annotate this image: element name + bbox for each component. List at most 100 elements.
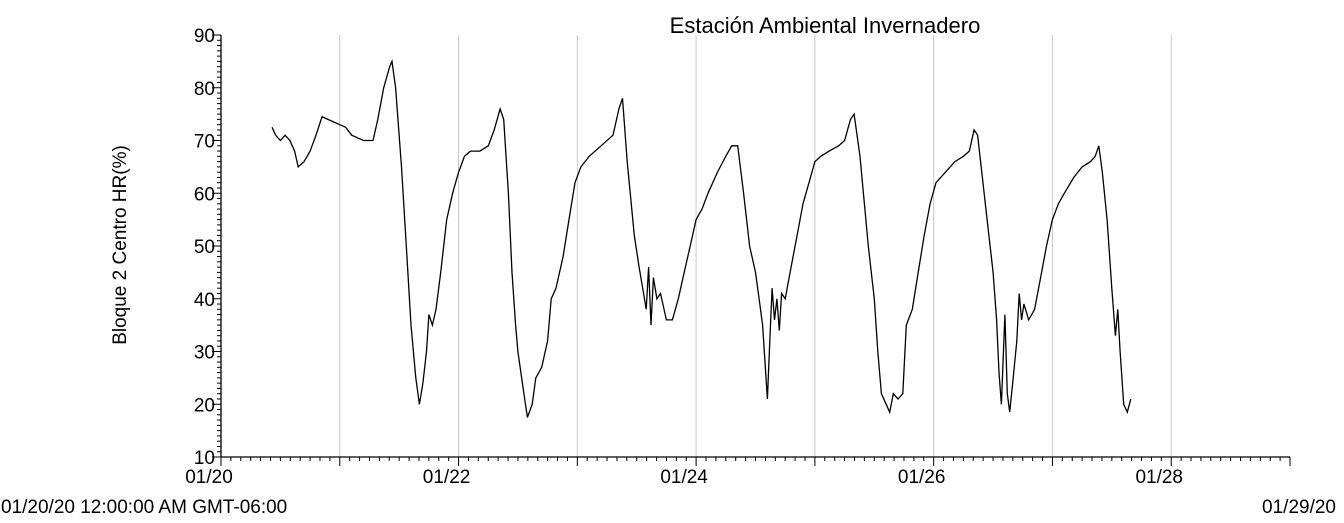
- data-point: [660, 293, 661, 294]
- data-point: [1073, 177, 1074, 178]
- data-point: [690, 245, 691, 246]
- data-point: [446, 219, 447, 220]
- data-point: [648, 267, 649, 268]
- data-point: [622, 98, 623, 99]
- data-point: [820, 156, 821, 157]
- data-point: [650, 325, 651, 326]
- y-tick-label: 60: [194, 184, 215, 205]
- data-point: [717, 172, 718, 173]
- data-point: [707, 193, 708, 194]
- data-point: [1016, 340, 1017, 341]
- data-point: [725, 156, 726, 157]
- data-point: [634, 235, 635, 236]
- data-point: [298, 166, 299, 167]
- data-point: [874, 298, 875, 299]
- data-point: [612, 135, 613, 136]
- data-point: [458, 172, 459, 173]
- data-point: [401, 166, 402, 167]
- data-point: [351, 135, 352, 136]
- data-point: [275, 135, 276, 136]
- data-point: [902, 393, 903, 394]
- data-point: [893, 393, 894, 394]
- data-point: [653, 277, 654, 278]
- data-point: [294, 151, 295, 152]
- data-point: [1117, 309, 1118, 310]
- data-point: [772, 288, 773, 289]
- data-point: [547, 340, 548, 341]
- y-tick-label: 90: [194, 26, 215, 47]
- data-point: [945, 172, 946, 173]
- data-point: [555, 288, 556, 289]
- data-point: [1034, 309, 1035, 310]
- data-point: [372, 140, 373, 141]
- data-point: [1052, 219, 1053, 220]
- data-point: [639, 267, 640, 268]
- data-point: [452, 193, 453, 194]
- data-point: [1115, 335, 1116, 336]
- data-point: [1009, 412, 1010, 413]
- data-point: [769, 340, 770, 341]
- data-point: [321, 116, 322, 117]
- data-point: [535, 377, 536, 378]
- data-point: [527, 417, 528, 418]
- y-tick-label: 10: [194, 448, 215, 469]
- data-point: [743, 193, 744, 194]
- data-point: [1021, 319, 1022, 320]
- data-point: [1123, 404, 1124, 405]
- data-point: [987, 219, 988, 220]
- x-tick-label: 01/24: [660, 467, 708, 488]
- data-point: [435, 309, 436, 310]
- data-point: [974, 129, 975, 130]
- data-point: [1001, 404, 1002, 405]
- data-point: [511, 272, 512, 273]
- data-point: [419, 404, 420, 405]
- data-point: [854, 114, 855, 115]
- data-point: [1120, 351, 1121, 352]
- data-point: [391, 61, 392, 62]
- data-point: [532, 404, 533, 405]
- data-point: [470, 151, 471, 152]
- data-point: [574, 182, 575, 183]
- data-point: [781, 293, 782, 294]
- data-point: [289, 140, 290, 141]
- data-point: [881, 393, 882, 394]
- data-point: [791, 267, 792, 268]
- data-point: [776, 298, 777, 299]
- y-tick-label: 20: [194, 395, 215, 416]
- end-date-label: 01/29/20: [1262, 497, 1336, 518]
- data-point: [1019, 293, 1020, 294]
- data-point: [508, 193, 509, 194]
- data-point: [523, 393, 524, 394]
- data-point: [517, 351, 518, 352]
- data-point: [779, 330, 780, 331]
- data-point: [996, 319, 997, 320]
- data-point: [1013, 377, 1014, 378]
- data-point: [1040, 277, 1041, 278]
- data-point: [1046, 245, 1047, 246]
- x-axis-ticks: 01/20 01/22 01/24 01/26 01/28: [185, 457, 1291, 488]
- data-point: [886, 404, 887, 405]
- data-point: [494, 129, 495, 130]
- data-point: [280, 140, 281, 141]
- data-point: [1111, 288, 1112, 289]
- data-point: [327, 119, 328, 120]
- y-tick-label: 50: [194, 237, 215, 258]
- data-point: [701, 209, 702, 210]
- data-point: [389, 66, 390, 67]
- data-point: [963, 156, 964, 157]
- data-point: [678, 298, 679, 299]
- data-point: [646, 309, 647, 310]
- data-point: [440, 272, 441, 273]
- data-point: [415, 377, 416, 378]
- data-point: [844, 140, 845, 141]
- data-point: [684, 272, 685, 273]
- y-tick-label: 80: [194, 79, 215, 100]
- x-tick-label: 01/28: [1135, 467, 1183, 488]
- data-point: [1130, 398, 1131, 399]
- data-point: [406, 245, 407, 246]
- data-point: [551, 298, 552, 299]
- data-point: [515, 325, 516, 326]
- data-point: [503, 119, 504, 120]
- y-axis-label: Bloque 2 Centro HR(%): [110, 145, 131, 345]
